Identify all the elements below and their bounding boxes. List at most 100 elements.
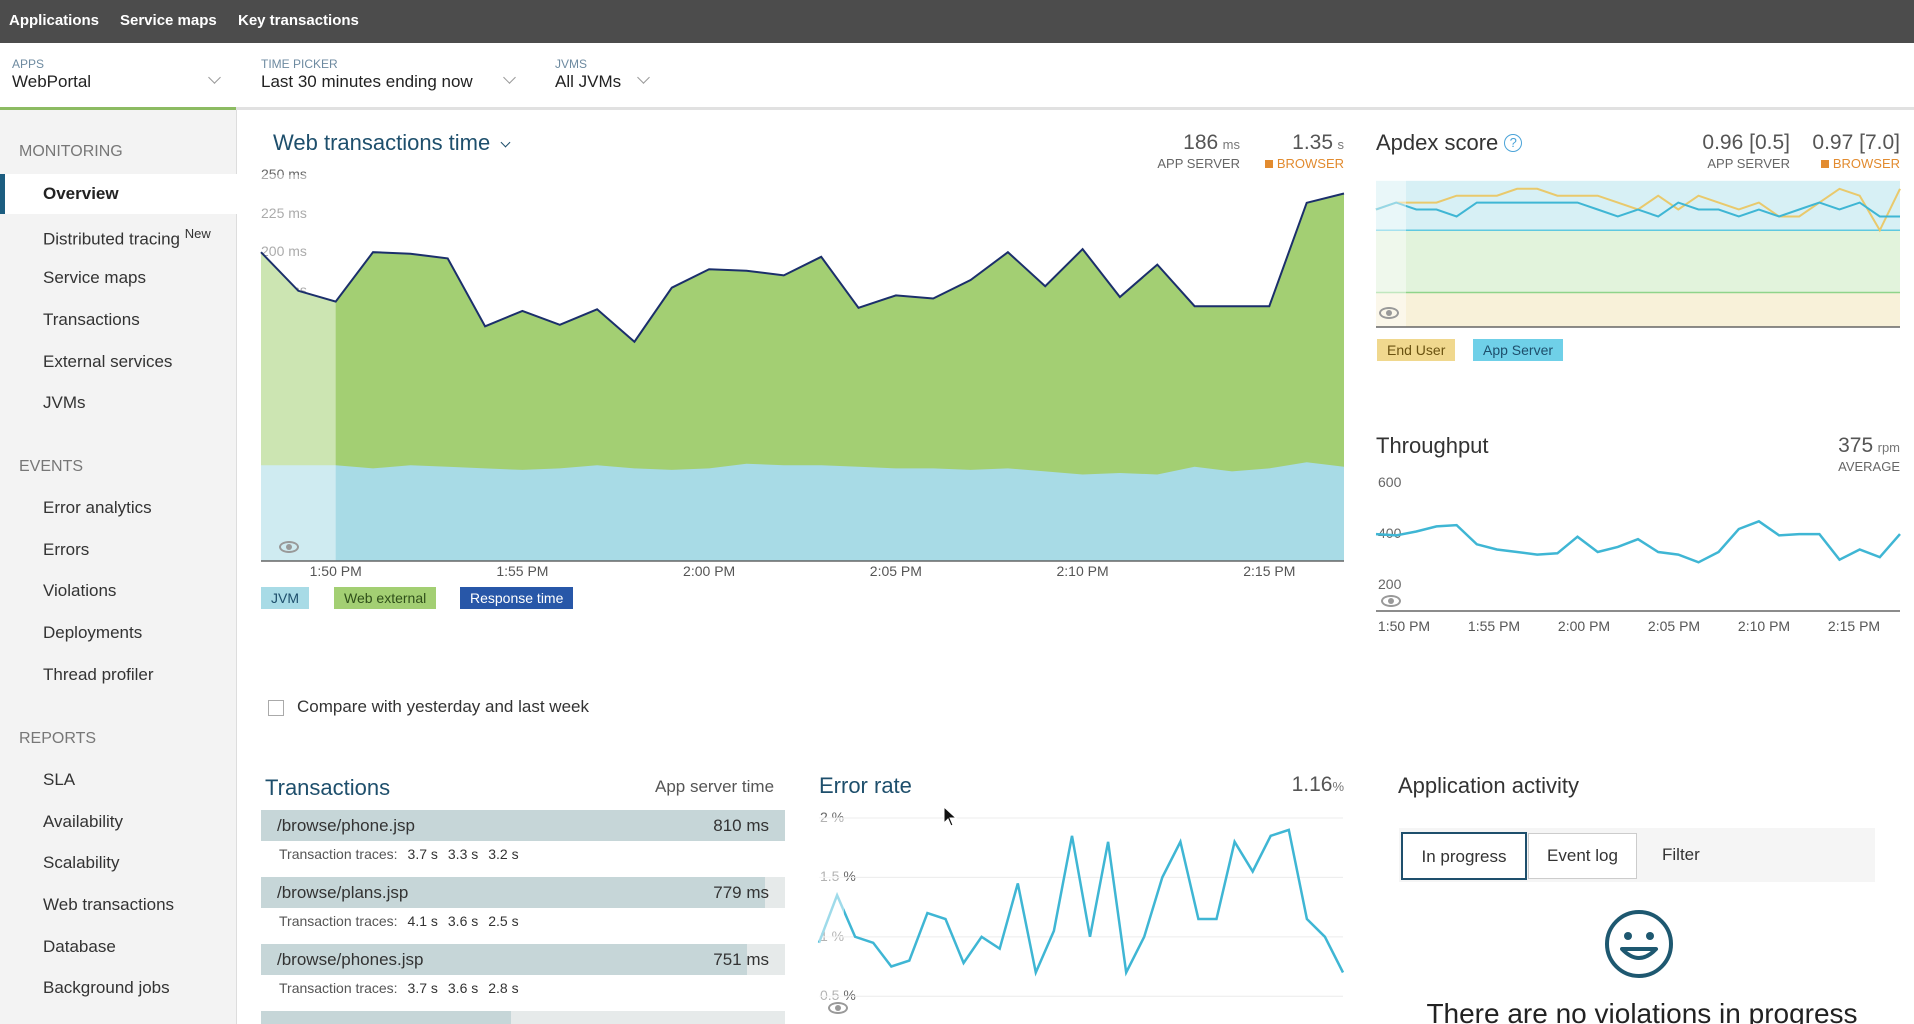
apdex-app-server-value: 0.96 [0.5] — [1702, 131, 1790, 154]
response-time-line — [260, 192, 1345, 344]
throughput-line — [1375, 519, 1901, 564]
x-tick-label: 1:55 PM — [1467, 618, 1521, 634]
table-row[interactable]: /browse/plans.jsp 779 ms — [261, 877, 785, 908]
trace-link[interactable]: 3.6 s — [447, 913, 479, 929]
trace-link[interactable]: 3.7 s — [407, 980, 438, 996]
tab-filter[interactable]: Filter — [1662, 845, 1700, 864]
trace-link[interactable]: 2.8 s — [488, 980, 519, 996]
web-external-area — [261, 193, 1344, 561]
apdex-browser-value: 0.97 [7.0] — [1812, 131, 1900, 154]
activity-title: Application activity — [1398, 773, 1579, 798]
traces-label: Transaction traces: — [279, 980, 398, 996]
tx-bar — [261, 810, 785, 841]
apdex-app-server-metric: 0.96 [0.5] APP SERVER — [1660, 131, 1790, 171]
error-rate-title[interactable]: Error rate — [819, 773, 912, 798]
table-row[interactable]: /browse/phone.jsp 810 ms — [261, 810, 785, 841]
eye-icon[interactable] — [279, 541, 299, 553]
smiley-icon — [1605, 910, 1673, 978]
trace-link[interactable]: 2.5 s — [488, 913, 519, 929]
sidebar-item-distributed-tracing[interactable]: Distributed tracing New — [43, 226, 211, 250]
legend-jvm[interactable]: JVM — [261, 587, 309, 609]
web-tx-title[interactable]: Web transactions time — [273, 130, 511, 156]
legend-response-time[interactable]: Response time — [460, 587, 574, 609]
frustrated-band — [1376, 292, 1900, 327]
out-of-range-shade — [1376, 175, 1406, 327]
jvms-value: All JVMs — [555, 72, 622, 91]
sidebar-item-web-transactions[interactable]: Web transactions — [43, 895, 175, 914]
nav-applications[interactable]: Applications — [9, 12, 100, 29]
sidebar-item-violations[interactable]: Violations — [43, 581, 117, 600]
nav-service-maps[interactable]: Service maps — [120, 12, 217, 29]
tx-value: 751 ms — [713, 950, 769, 969]
sidebar-item-database[interactable]: Database — [43, 937, 116, 956]
transactions-title[interactable]: Transactions — [265, 775, 391, 800]
nav-key-transactions[interactable]: Key transactions — [238, 12, 359, 29]
table-row[interactable]: /browse/phones.jsp 751 ms — [261, 944, 785, 975]
sidebar-item-errors[interactable]: Errors — [43, 540, 90, 559]
apps-picker[interactable]: APPS WebPortal — [12, 57, 227, 97]
transactions-subtitle: App server time — [655, 777, 775, 796]
x-tick-label: 2:05 PM — [1647, 618, 1701, 634]
browser-label-text: BROWSER — [1276, 156, 1344, 171]
y-tick-label: 200 — [1378, 576, 1402, 593]
app-server-label: APP SERVER — [1157, 156, 1240, 171]
eye-icon[interactable] — [1381, 595, 1401, 607]
sidebar-item-transactions[interactable]: Transactions — [43, 310, 140, 329]
sidebar-item-availability[interactable]: Availability — [43, 812, 124, 831]
sidebar-item-scalability[interactable]: Scalability — [43, 853, 120, 872]
compare-checkbox[interactable] — [268, 700, 284, 716]
tx-value: 779 ms — [713, 883, 769, 902]
tx-traces: Transaction traces: 4.1 s 3.6 s 2.5 s — [279, 913, 519, 929]
picker-bar: APPS WebPortal TIME PICKER Last 30 minut… — [0, 43, 1914, 110]
help-icon[interactable]: ? — [1504, 134, 1523, 152]
app-server-unit: ms — [1222, 137, 1240, 152]
out-of-range-shade — [261, 175, 336, 561]
traces-label: Transaction traces: — [279, 913, 398, 929]
browser-value: 1.35 — [1292, 131, 1334, 154]
legend-web-external[interactable]: Web external — [334, 587, 437, 609]
y-tick-label: 600 — [1378, 473, 1402, 490]
browser-swatch — [1820, 160, 1829, 168]
tx-bar — [261, 944, 747, 975]
apdex-browser-label: BROWSER — [1795, 156, 1900, 171]
traces-label: Transaction traces: — [279, 846, 398, 862]
sidebar-item-external-services[interactable]: External services — [43, 352, 173, 371]
top-nav: Applications Service maps Key transactio… — [0, 0, 1914, 43]
app-server-line — [1375, 201, 1900, 218]
x-tick-label: 1:50 PM — [309, 563, 362, 579]
sidebar-item-background-jobs[interactable]: Background jobs — [43, 978, 170, 997]
sidebar-item-service-maps[interactable]: Service maps — [43, 268, 146, 287]
web-tx-title-text: Web transactions time — [273, 130, 491, 155]
x-tick-label: 2:10 PM — [1737, 618, 1791, 634]
sidebar-item-deployments[interactable]: Deployments — [43, 623, 143, 642]
trace-link[interactable]: 3.2 s — [488, 846, 519, 862]
trace-link[interactable]: 3.7 s — [407, 846, 438, 862]
x-tick-label: 2:15 PM — [1827, 618, 1881, 634]
trace-link[interactable]: 3.3 s — [447, 846, 479, 862]
sidebar-item-thread-profiler[interactable]: Thread profiler — [43, 665, 154, 684]
app-server-value: 186 — [1183, 131, 1219, 154]
trace-link[interactable]: 4.1 s — [407, 913, 438, 929]
sidebar-item-error-analytics[interactable]: Error analytics — [43, 498, 152, 517]
eye-icon[interactable] — [1379, 307, 1399, 319]
trace-link[interactable]: 3.6 s — [447, 980, 479, 996]
apdex-browser-label-text: BROWSER — [1832, 156, 1900, 171]
sidebar-item-overview[interactable]: Overview — [0, 174, 237, 214]
jvm-area — [261, 462, 1344, 561]
legend-end-user[interactable]: End User — [1377, 339, 1456, 361]
y-tick-label: 225 ms — [261, 204, 307, 221]
tx-name: /browse/phones.jsp — [277, 950, 424, 969]
eye-icon[interactable] — [828, 1002, 848, 1014]
sidebar-item-sla[interactable]: SLA — [43, 770, 76, 789]
time-caption: TIME PICKER — [261, 57, 338, 71]
sidebar-item-jvms[interactable]: JVMs — [43, 393, 86, 412]
tab-in-progress[interactable]: In progress — [1401, 832, 1527, 880]
tab-event-log[interactable]: Event log — [1528, 833, 1637, 879]
table-row[interactable] — [261, 1011, 785, 1024]
jvms-picker[interactable]: JVMS All JVMs — [555, 57, 655, 97]
legend-app-server[interactable]: App Server — [1473, 339, 1564, 361]
time-picker[interactable]: TIME PICKER Last 30 minutes ending now — [261, 57, 521, 97]
throughput-label: AVERAGE — [1838, 459, 1900, 474]
